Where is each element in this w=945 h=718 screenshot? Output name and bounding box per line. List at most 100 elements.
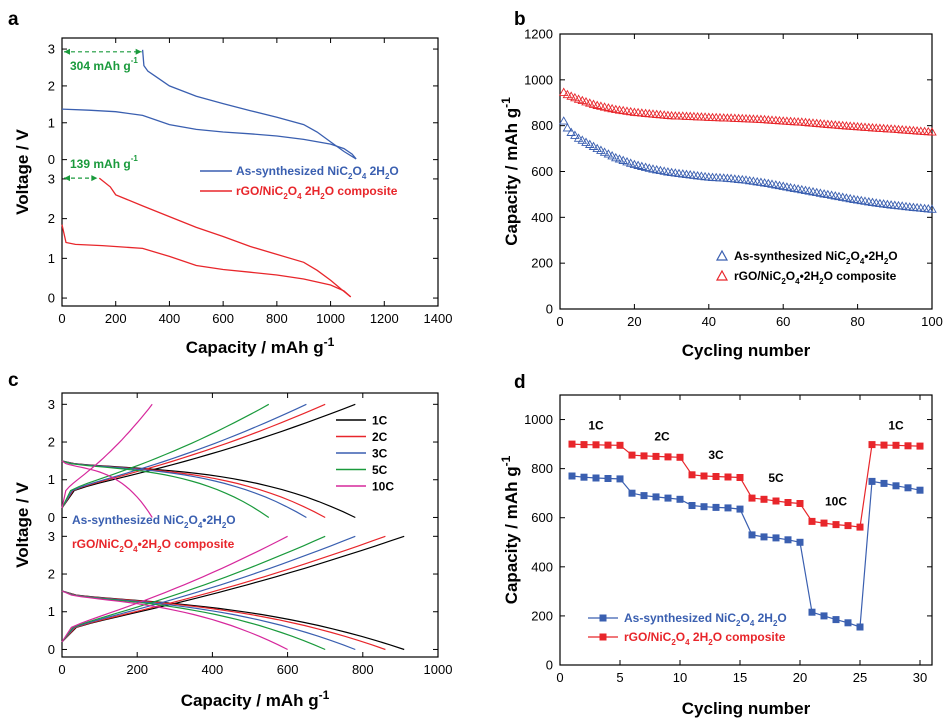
panel-a-xtick-label: 1400 [424,311,453,326]
panel-d-ylabel-sup: -1 [499,455,513,466]
panel-a-legend-label-1-part: 2H [302,184,321,198]
panel-d-series-0-point [808,608,816,616]
panel-b-xtick-label: 20 [627,314,641,329]
panel-d-letter: d [514,372,526,393]
panel-c-top-ytick-label: 3 [48,397,55,412]
panel-b-series-0-point [581,137,591,146]
panel-d-frame [559,394,933,666]
panel-d-xlabel: Cycling number [682,699,811,718]
panel-b-legend-label-1: rGO/NiC2O4•2H2O composite [734,269,897,286]
panel-c-xtick-label: 0 [58,662,65,677]
panel-d-series-0-point [688,502,696,509]
panel-d-series-1-point [868,441,876,449]
panel-d-series-0-point [652,493,660,501]
panel-c-ylabel-group: Voltage / V [13,482,32,568]
panel-a-legend-label-1-part: 2 [283,192,288,201]
panel-d-xtick-label: 25 [853,670,867,685]
panel-d-xlabel-base: Cycling number [682,699,811,718]
panel-c-top-series-0-discharge [61,460,356,519]
panel-b-legend-label-0-part: •2H [864,249,884,263]
panel-a-legend-label-1-part: O composite [325,184,398,198]
panel-b-series-0-point [577,135,588,144]
panel-a-legend-label-1-part: O [288,184,297,198]
panel-d-legend-label-1-part: rGO/NiC [624,630,672,644]
panel-c-bottom-ytick-label: 0 [48,642,55,657]
panel-a-series-0-charge [141,49,357,160]
panel-b-series-0-point [596,145,606,154]
panel-a-legend-label-1-part: 4 [297,192,302,201]
panel-d-series-0-point [916,486,924,494]
panel-d-xtick-label: 15 [733,670,747,685]
panel-c-bottom-series-3-charge [61,535,326,643]
panel-c-top-series-3-charge [61,403,270,509]
panel-c-bottom-series-0-charge [61,535,405,643]
panel-c-subtitle-top-part: As-synthesized NiC [72,513,184,527]
panel-d-ytick-label: 600 [531,510,553,525]
panel-a-xtick-label: 800 [266,311,288,326]
panel-d-ytick-label: 400 [531,559,553,574]
panel-b-series-1-point [570,92,580,102]
panel-d-ylabel: Capacity / mAh g-1 [499,455,521,604]
panel-c-subtitle-bottom-part: •2H [138,537,158,551]
panel-c-bottom-series-3-discharge [61,590,326,651]
panel-c-bottom-ytick-label: 1 [48,604,55,619]
panel-a-annotation-0: 304 mAh g-1 [70,56,138,73]
panel-d-legend-label-1-part: 2 [708,638,713,647]
panel-d-series-0-point [844,619,852,627]
panel-a-legend-label-1-part: rGO/NiC [236,184,284,198]
panel-b-series-1-point [566,91,576,100]
panel-b-series-1-point [927,127,937,136]
panel-d-series-1-point [904,442,912,450]
panel-d-rate-label-0: 1C [588,418,604,432]
panel-b-ytick-label: 1000 [524,72,553,87]
panel-a-ylabel-group: Voltage / V [13,129,32,215]
panel-b-ytick-label: 200 [531,256,553,271]
panel-d-series-0-point [724,504,732,512]
panel-d-series-1-point [880,441,888,449]
panel-a-legend-label-1-part: 2 [320,192,325,201]
panel-b-ylabel-group: Capacity / mAh g-1 [499,97,521,246]
panel-d-legend-label-0-part: O [777,611,786,625]
panel-a-bottom-ytick-label: 0 [48,291,55,306]
panel-a-xtick-label: 1000 [316,311,345,326]
panel-a-bottom-ytick-label: 2 [48,211,55,226]
panel-c-bottom-series-1-charge [61,535,386,643]
panel-d-legend-label-0-part: 2H [754,611,773,625]
panel-d-ylabel-base: Capacity / mAh g [502,466,521,604]
panel-d-series-0-line [571,475,921,628]
panel-d-series-0-point [784,536,792,544]
panel-d-series-1-point [820,519,828,527]
panel-a-annotation-0-base: 304 mAh g [70,59,131,73]
panel-c-subtitle-top-part: 4 [198,521,203,530]
panel-b-ytick-label: 800 [531,118,553,133]
panel-b-series-0-point [599,147,610,156]
panel-d-series-0-point [628,489,636,497]
panel-a-top-ytick-label: 2 [48,78,55,93]
panel-c-bottom-ytick-label: 2 [48,567,55,582]
panel-d-ytick-label: 800 [531,461,553,476]
panel-b-legend-marker-1 [715,269,729,281]
panel-a-letter: a [8,9,19,30]
panel-a-legend-label-0-part: 4 [362,172,367,181]
panel-a-top-ytick-label: 1 [48,115,55,130]
panel-d-series-0-point [676,495,684,503]
panel-c-subtitle-top-part: O [188,513,197,527]
panel-d-rate-label-5: 1C [888,418,904,432]
panel-d-legend-label-1-part: O [676,630,685,644]
panel-b-xtick-label: 0 [556,314,563,329]
panel-a-series-0-discharge [61,108,357,160]
panel-c-subtitle-top: As-synthesized NiC2O4•2H2O [72,513,236,530]
panel-d-series-0-point [748,531,756,539]
panel-a-ylabel: Voltage / V [13,129,32,215]
panel-b-ytick-label: 1200 [524,27,553,42]
panel-a-legend-label-0-part: 2 [348,172,353,181]
panel-b-xtick-label: 100 [921,314,943,329]
panel-d-xtick-label: 30 [913,670,927,685]
panel-a-annotation-arrowhead-0a [64,48,70,55]
panel-d-series-1-point [856,523,864,531]
panel-d-legend-label-1-part: 2 [671,638,676,647]
panel-a-top-ytick-label: 0 [48,152,55,167]
panel-b-series-0-point [558,116,569,125]
panel-b-frame [559,33,933,310]
panel-d-series-0-point [592,474,600,482]
